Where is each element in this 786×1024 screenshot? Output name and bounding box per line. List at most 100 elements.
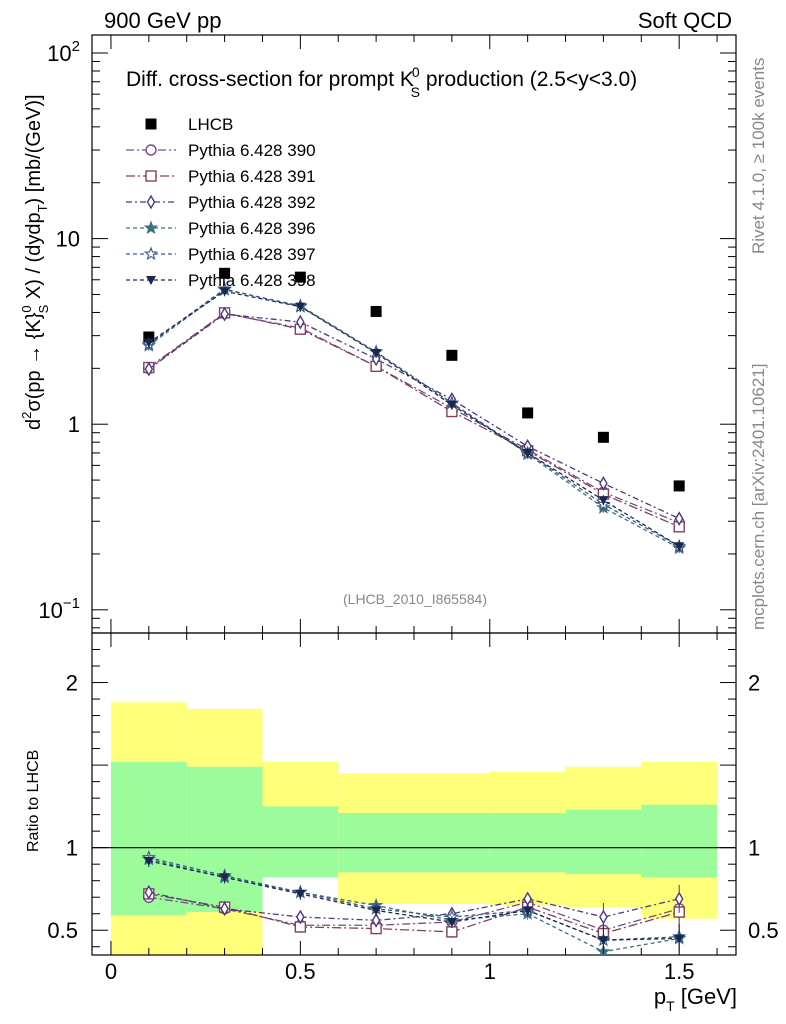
legend-marker [146, 194, 156, 210]
ratio-point [371, 912, 381, 928]
data-point [522, 407, 534, 419]
series-line [148, 313, 680, 520]
xtick-label-0: 0 [105, 959, 117, 984]
ratio-ytick-label-left-1: 1 [66, 836, 78, 861]
ratio-point [220, 901, 229, 917]
ratio-ytick-label-left-0: 0.5 [47, 918, 78, 943]
ylabel-c-sub: T [35, 204, 50, 212]
band-green-1 [186, 766, 263, 913]
ratio-line [148, 896, 680, 931]
ratio-bands [92, 702, 736, 955]
ylabel-a-sup: 2 [19, 412, 34, 419]
ratio-series [141, 849, 687, 955]
ytick-base: 10 [38, 598, 62, 623]
legend-marker [146, 276, 156, 285]
legend-label: Pythia 6.428 392 [188, 193, 316, 212]
data-point [371, 348, 382, 358]
data-point [370, 305, 382, 317]
ratio-point [522, 906, 533, 916]
legend-item-3: Pythia 6.428 392 [126, 193, 316, 212]
data-point [446, 349, 458, 361]
data-point [144, 361, 154, 377]
title-sup: 0 [412, 64, 420, 80]
main-ytick-label-1: 1 [68, 412, 80, 437]
band-green-6 [565, 809, 642, 875]
rivet-side-label: Rivet 4.1.0, ≥ 100k events [749, 58, 768, 254]
ratio-point [143, 856, 154, 866]
ratio-point [446, 926, 458, 938]
band-green-2 [262, 806, 339, 878]
ratio-ytick-label-right-2: 2 [748, 671, 760, 696]
ratio-series-pythia-6-428-392 [144, 884, 684, 932]
data-point [673, 480, 685, 492]
ylabel-a: d [23, 419, 45, 430]
ratio-series-pythia-6-428-398 [143, 854, 685, 955]
data-point [522, 448, 533, 458]
xlabel-sub: T [666, 998, 675, 1014]
data-point [219, 267, 231, 279]
title-pre: Diff. cross-section for prompt K [126, 68, 414, 91]
band-green-5 [489, 812, 566, 873]
ratio-point [295, 889, 306, 899]
main-ytick-label-3: 102 [47, 38, 80, 66]
series-line [148, 288, 680, 547]
ytick-base: 10 [47, 41, 71, 66]
legend-marker [145, 170, 157, 182]
xlabel-unit: [GeV] [675, 984, 737, 1009]
main-plot-title: Diff. cross-section for prompt K0 S produ… [126, 64, 637, 100]
title-post: production (2.5<y<3.0) [420, 68, 637, 91]
ratio-point [599, 909, 608, 925]
legend-label: Pythia 6.428 396 [188, 219, 316, 238]
axis-ticks [92, 35, 736, 955]
series-pythia-6-428-398 [143, 286, 685, 552]
xlabel-main: p [654, 984, 666, 1009]
ytick-exp: 2 [72, 38, 80, 55]
ytick-exp: −1 [63, 595, 80, 612]
data-point [220, 306, 229, 322]
ylabel-c: X) / (dydp [23, 212, 45, 304]
legend-label: Pythia 6.428 398 [188, 271, 316, 290]
data-point [674, 542, 685, 552]
legend-marker [143, 246, 159, 261]
series-pythia-6-428-396 [141, 282, 687, 555]
series-line [148, 290, 680, 547]
ratio-line [148, 893, 680, 935]
header-left-label: 900 GeV pp [104, 8, 221, 33]
data-point [294, 271, 306, 283]
ratio-ytick-label-left-2: 2 [66, 671, 78, 696]
data-point [295, 302, 306, 312]
legend-label: Pythia 6.428 390 [188, 141, 316, 160]
data-point [597, 431, 609, 443]
ratio-ytick-label-right-1: 1 [748, 836, 760, 861]
legend-item-2: Pythia 6.428 391 [126, 167, 316, 186]
data-point [446, 400, 457, 410]
legend-item-6: Pythia 6.428 398 [126, 271, 316, 290]
ylabel-d: ) [mb/(GeV)] [23, 94, 45, 204]
ratio-point [674, 934, 685, 944]
band-green-3 [338, 812, 414, 873]
ratio-ylabel: Ratio to LHCB [25, 750, 42, 852]
title-sub: S [411, 84, 420, 100]
series-line [148, 312, 680, 528]
main-series [141, 267, 687, 555]
mcplots-side-label: mcplots.cern.ch [arXiv:2401.10621] [749, 364, 768, 630]
ylabel-b: σ(pp → {K} [23, 312, 45, 411]
ratio-line [148, 858, 680, 953]
legend-label: LHCB [188, 115, 233, 134]
legend-item-1: Pythia 6.428 390 [126, 141, 316, 160]
xtick-label-2: 1 [484, 959, 496, 984]
legend: LHCB Pythia 6.428 390 Pythia 6.428 391 Pyth… [126, 115, 316, 290]
legend-item-0: LHCB [145, 115, 233, 134]
ratio-point [598, 936, 609, 946]
xtick-label-1: 0.5 [285, 959, 316, 984]
data-point [219, 287, 230, 297]
data-point [599, 475, 608, 491]
data-point [674, 511, 684, 526]
band-green-4 [414, 812, 490, 873]
header-right-label: Soft QCD [638, 8, 732, 33]
legend-label: Pythia 6.428 391 [188, 167, 316, 186]
legend-label: Pythia 6.428 397 [188, 245, 316, 264]
data-point [143, 338, 154, 348]
ratio-point [219, 873, 230, 883]
